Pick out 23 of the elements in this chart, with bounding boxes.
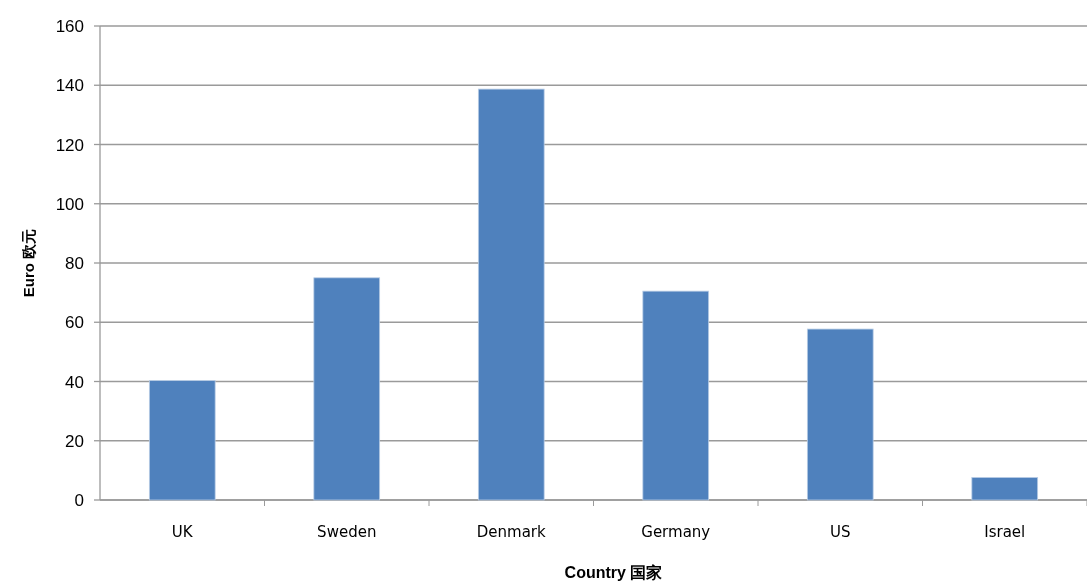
- y-tick-label: 40: [65, 372, 84, 392]
- x-tick-label: Denmark: [476, 523, 547, 541]
- bar: [971, 477, 1039, 501]
- y-tick-label: 160: [55, 17, 84, 36]
- x-tick-label: Germany: [641, 523, 711, 541]
- x-tick-label: US: [829, 523, 851, 541]
- x-tick-label: Sweden: [317, 523, 377, 541]
- bar: [148, 380, 216, 501]
- y-tick-label: 140: [55, 76, 84, 96]
- y-tick-label: 60: [65, 313, 84, 333]
- y-tick-label: 80: [65, 254, 84, 273]
- y-tick-label: 120: [55, 135, 84, 155]
- x-tick-label: Israel: [984, 523, 1026, 541]
- y-tick-label: 100: [55, 194, 84, 214]
- bar: [806, 328, 874, 501]
- bar: [313, 277, 381, 501]
- y-axis-title: Euro 欧元: [20, 228, 37, 298]
- bar: [477, 88, 545, 501]
- y-tick-label: 0: [74, 491, 84, 510]
- x-tick-label: UK: [171, 523, 194, 541]
- x-axis-title: Country 国家: [564, 563, 663, 581]
- bar: [642, 290, 710, 501]
- y-tick-label: 20: [65, 431, 84, 451]
